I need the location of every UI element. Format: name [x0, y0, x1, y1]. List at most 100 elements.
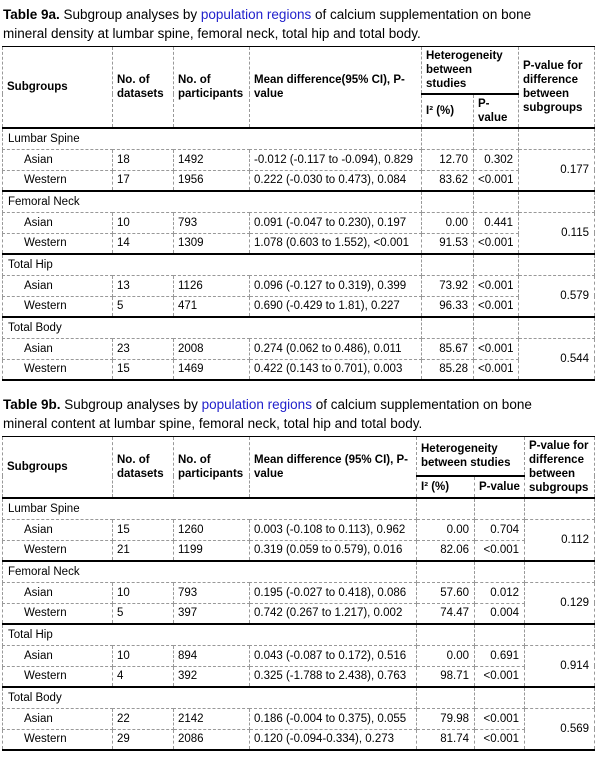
table-9b: Subgroups No. of datasets No. of partici… — [2, 436, 596, 751]
mean-diff-cell: 0.319 (0.059 to 0.579), 0.016 — [249, 539, 417, 562]
datasets-cell: 5 — [112, 295, 174, 318]
section-header: Total Body — [2, 316, 422, 339]
section-empty-cell — [421, 127, 474, 150]
mean-diff-cell: 0.222 (-0.030 to 0.473), 0.084 — [249, 169, 422, 192]
participants-cell: 2142 — [173, 707, 250, 730]
i2-cell: 0.00 — [416, 518, 475, 541]
subgroup-cell: Asian — [2, 337, 113, 360]
i2-cell: 98.71 — [416, 665, 475, 688]
table-row: Western 21 1199 0.319 (0.059 to 0.579), 0.0… — [2, 539, 595, 562]
p-value-cell: 0.012 — [473, 581, 526, 604]
participants-cell: 793 — [173, 211, 250, 234]
mean-diff-cell: -0.012 (-0.117 to -0.094), 0.829 — [249, 148, 422, 171]
subgroup-cell: Western — [2, 169, 113, 192]
participants-cell: 1956 — [173, 169, 250, 192]
p-value-cell: 0.704 — [473, 518, 526, 541]
p-value-cell: <0.001 — [472, 274, 520, 297]
datasets-cell: 29 — [112, 728, 174, 751]
col-header-participants: No. of participants — [173, 436, 250, 499]
p-value-cell: 0.004 — [473, 602, 526, 625]
col-header-i2: I² (%) — [421, 93, 474, 129]
p-diff-cell: 0.177 — [518, 148, 596, 192]
participants-cell: 397 — [173, 602, 250, 625]
section-empty-cell — [518, 190, 596, 213]
mean-diff-cell: 1.078 (0.603 to 1.552), <0.001 — [249, 232, 422, 255]
section-empty-cell — [473, 497, 526, 520]
table-9a-header: Subgroups No. of datasets No. of partici… — [2, 46, 596, 129]
table-row: Western 5 471 0.690 (-0.429 to 1.81), 0.227… — [2, 295, 595, 318]
i2-cell: 0.00 — [416, 644, 475, 667]
i2-cell: 85.67 — [421, 337, 474, 360]
mean-diff-cell: 0.742 (0.267 to 1.217), 0.002 — [249, 602, 417, 625]
section-header: Femoral Neck — [2, 190, 422, 213]
p-value-cell: <0.001 — [473, 707, 526, 730]
mean-diff-cell: 0.186 (-0.004 to 0.375), 0.055 — [249, 707, 417, 730]
subgroup-cell: Asian — [2, 644, 113, 667]
section-header: Total Hip — [2, 253, 422, 276]
section-empty-cell — [421, 253, 474, 276]
table-row: Asian 13 1126 0.096 (-0.127 to 0.319), 0.39… — [2, 274, 596, 318]
table-row: Asian 10 793 0.091 (-0.047 to 0.230), 0.197… — [2, 211, 596, 255]
datasets-cell: 4 — [112, 665, 174, 688]
p-value-cell: <0.001 — [473, 665, 526, 688]
table-9b-body: Lumbar Spine Asian 15 1260 0.003 (-0.108 to … — [2, 497, 596, 751]
subgroup-cell: Asian — [2, 518, 113, 541]
p-value-cell: <0.001 — [472, 169, 520, 192]
section-empty-cell — [473, 560, 526, 583]
col-header-subgroups: Subgroups — [2, 436, 113, 499]
col-header-heterogeneity: Heterogeneity between studies — [420, 46, 520, 95]
participants-cell: 2008 — [173, 337, 250, 360]
datasets-cell: 22 — [112, 707, 174, 730]
section-empty-cell — [421, 190, 474, 213]
mean-diff-cell: 0.195 (-0.027 to 0.418), 0.086 — [249, 581, 417, 604]
p-value-cell: 0.302 — [472, 148, 520, 171]
subgroup-cell: Asian — [2, 581, 113, 604]
section-empty-cell — [524, 623, 596, 646]
subgroup-cell: Western — [2, 358, 113, 381]
table-row: Asian 10 894 0.043 (-0.087 to 0.172), 0.516… — [2, 644, 596, 688]
participants-cell: 1309 — [173, 232, 250, 255]
p-diff-cell: 0.115 — [518, 211, 596, 255]
population-regions-link[interactable]: population regions — [201, 397, 312, 412]
section-empty-cell — [524, 686, 596, 709]
i2-cell: 83.62 — [421, 169, 474, 192]
mean-diff-cell: 0.096 (-0.127 to 0.319), 0.399 — [249, 274, 422, 297]
datasets-cell: 17 — [112, 169, 174, 192]
table-row: Asian 22 2142 0.186 (-0.004 to 0.375), 0.05… — [2, 707, 596, 751]
p-value-cell: 0.441 — [472, 211, 520, 234]
subgroup-cell: Asian — [2, 148, 113, 171]
participants-cell: 894 — [173, 644, 250, 667]
p-value-cell: <0.001 — [472, 295, 520, 318]
p-value-cell: <0.001 — [473, 728, 526, 751]
participants-cell: 471 — [173, 295, 250, 318]
i2-cell: 74.47 — [416, 602, 475, 625]
p-diff-cell: 0.914 — [524, 644, 596, 688]
table-9a-caption: Table 9a. Subgroup analyses by populatio… — [3, 7, 532, 41]
datasets-cell: 13 — [112, 274, 174, 297]
i2-cell: 91.53 — [421, 232, 474, 255]
p-value-cell: <0.001 — [472, 358, 520, 381]
col-header-subgroups: Subgroups — [2, 46, 113, 129]
col-header-heterogeneity: Heterogeneity between studies — [415, 436, 526, 478]
p-diff-cell: 0.569 — [524, 707, 596, 751]
section-empty-cell — [518, 253, 596, 276]
subgroup-cell: Asian — [2, 274, 113, 297]
subgroup-cell: Western — [2, 602, 113, 625]
table-row: Western 29 2086 0.120 (-0.094-0.334), 0.273… — [2, 728, 595, 751]
section-empty-cell — [518, 127, 596, 150]
table-row: Asian 18 1492 -0.012 (-0.117 to -0.094), 0.… — [2, 148, 596, 192]
subgroup-cell: Western — [2, 665, 113, 688]
p-value-cell: <0.001 — [473, 539, 526, 562]
table-9a-label: Table 9a. — [3, 7, 60, 22]
subgroup-cell: Western — [2, 295, 113, 318]
datasets-cell: 10 — [112, 581, 174, 604]
mean-diff-cell: 0.325 (-1.788 to 2.438), 0.763 — [249, 665, 417, 688]
col-header-p-value: P-value — [473, 475, 526, 499]
mean-diff-cell: 0.120 (-0.094-0.334), 0.273 — [249, 728, 417, 751]
datasets-cell: 10 — [112, 211, 174, 234]
section-header: Total Body — [2, 686, 417, 709]
section-empty-cell — [416, 623, 475, 646]
population-regions-link[interactable]: population regions — [200, 7, 312, 22]
col-header-p-value: P-value — [472, 93, 520, 129]
p-value-cell: <0.001 — [472, 337, 520, 360]
